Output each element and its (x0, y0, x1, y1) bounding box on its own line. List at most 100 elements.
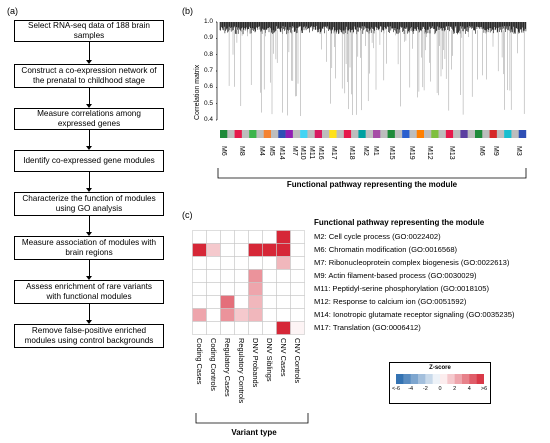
ytick-label: 0.9 (203, 34, 213, 42)
module-color-cell (482, 130, 490, 138)
legend-color-step (425, 374, 433, 384)
dendrogram-plot (216, 21, 527, 138)
heatmap-row-label: M9: Actin filament-based process (GO:003… (314, 271, 477, 280)
heatmap-cell (276, 308, 291, 322)
flow-step-3: Measure correlations among expressed gen… (14, 108, 164, 130)
ytick-label: 0.7 (203, 67, 213, 74)
legend-color-step (396, 374, 404, 384)
dendrogram-branches (219, 22, 527, 117)
heatmap-column-label: CNV Controls (293, 338, 302, 384)
heatmap-cell (276, 230, 291, 244)
heatmap-cell (248, 295, 263, 309)
module-label: M13 (448, 146, 455, 160)
heatmap-cell (220, 282, 235, 296)
module-color-cell (394, 130, 403, 138)
module-color-cell (234, 130, 243, 138)
heatmap-cell (276, 256, 291, 270)
ytick-label: 0.8 (203, 50, 213, 58)
module-color-cell (460, 130, 468, 138)
heatmap-cell (290, 308, 305, 322)
module-color-cell (358, 130, 366, 138)
module-color-cell (220, 130, 228, 138)
legend-tick-label: 2 (453, 386, 457, 392)
module-label: M12 (426, 146, 433, 160)
heatmap-cell (276, 269, 291, 283)
module-color-cell (489, 130, 498, 138)
flow-step-8: Remove false-positive enriched modules u… (14, 324, 164, 348)
module-color-cell (271, 130, 279, 138)
heatmap-cell (192, 256, 207, 270)
heatmap-cell (234, 321, 249, 335)
heatmap-cell (206, 243, 221, 257)
panel-c-label: (c) (182, 210, 193, 220)
heatmap-row-label: M2: Cell cycle process (GO:0022402) (314, 232, 441, 241)
module-color-cell (343, 130, 352, 138)
module-color-cell (249, 130, 257, 138)
flow-step-1: Select RNA-seq data of 188 brain samples (14, 20, 164, 42)
module-color-cell (336, 130, 345, 138)
heatmap-cell (192, 308, 207, 322)
dendrogram-yaxis: 1.0 0.9 0.8 0.7 0.6 0.5 0.4 (196, 18, 216, 130)
heatmap-cell (262, 308, 277, 322)
heatmap-cell (276, 321, 291, 335)
module-color-cell (387, 130, 396, 138)
flow-step-6: Measure association of modules with brai… (14, 236, 164, 260)
module-label: M19 (408, 146, 415, 160)
legend-tick-label: <-6 (391, 386, 401, 392)
module-color-cell (416, 130, 425, 138)
heatmap-row-label: M7: Ribonucleoprotein complex biogenesis… (314, 258, 510, 267)
dendrogram-bracket (217, 168, 527, 179)
flow-step-4: Identify co-expressed gene modules (14, 150, 164, 172)
heatmap-cell (290, 321, 305, 335)
heatmap-cell (234, 243, 249, 257)
heatmap-column-label: Regulatory Controls (237, 338, 246, 404)
heatmap-cell (206, 308, 221, 322)
heatmap-cell (234, 282, 249, 296)
heatmap-cell (248, 282, 263, 296)
module-color-cell (438, 130, 447, 138)
heatmap-cell (220, 308, 235, 322)
module-color-cell (409, 130, 417, 138)
module-label: M18 (348, 146, 355, 160)
module-color-cell (227, 130, 235, 138)
heatmap-row-label: M17: Translation (GO:0006412) (314, 323, 421, 332)
heatmap-cell (248, 256, 263, 270)
flow-step-2: Construct a co-expression network of the… (14, 64, 164, 88)
module-color-cell (402, 130, 410, 138)
module-label: M7 (291, 146, 298, 156)
heatmap-cell (206, 295, 221, 309)
module-label: M5 (268, 146, 275, 156)
heatmap-cell (276, 243, 291, 257)
heatmap-cell (220, 321, 235, 335)
legend-color-step (462, 374, 470, 384)
heatmap-column-label: Regulatory Cases (223, 338, 232, 397)
heatmap-cell (262, 321, 277, 335)
module-color-cell (300, 130, 308, 138)
heatmap-cell (290, 269, 305, 283)
module-color-cell (241, 130, 250, 138)
module-color-cell (445, 130, 454, 138)
heatmap-cell (206, 269, 221, 283)
heatmap-cell (192, 295, 207, 309)
heatmap-cell (290, 295, 305, 309)
module-label: M6 (220, 146, 227, 156)
legend-tick-label: >6 (480, 386, 488, 392)
module-color-cell (278, 130, 286, 138)
module-label: M14 (278, 146, 285, 160)
heatmap-row-labels: M2: Cell cycle process (GO:0022402) M6: C… (314, 230, 550, 335)
heatmap-cell (220, 230, 235, 244)
module-label: M11 (308, 146, 315, 160)
heatmap-cell (220, 269, 235, 283)
module-color-cell (322, 130, 330, 138)
heatmap-cell (192, 321, 207, 335)
legend-color-step (432, 374, 441, 384)
dendrogram-xlabel: Functional pathway representing the modu… (286, 180, 458, 189)
legend-title: Z-score (429, 365, 451, 371)
legend-ticks: <-6 -4 -2 0 2 4 >6 (392, 386, 488, 396)
heatmap-cell (192, 282, 207, 296)
module-color-cell (518, 130, 527, 138)
heatmap-cell (290, 256, 305, 270)
heatmap-column-label: Coding Cases (195, 338, 204, 385)
legend-color-step (440, 374, 448, 384)
heatmap-cell (276, 295, 291, 309)
